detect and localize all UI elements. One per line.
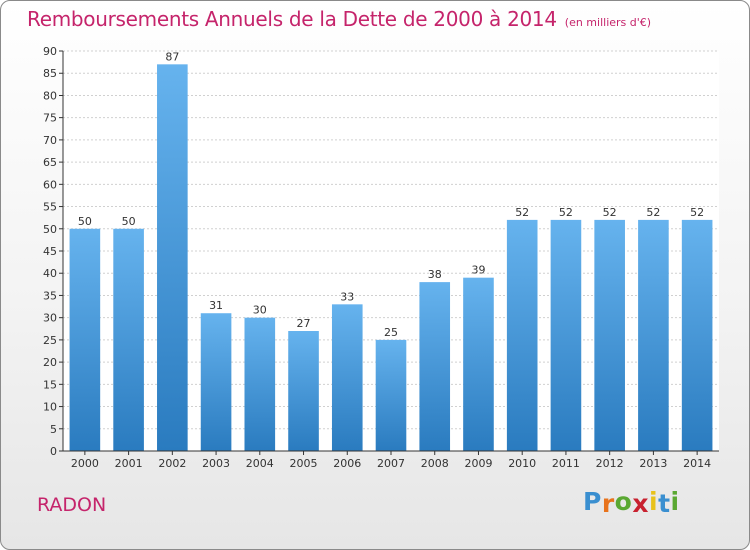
chart-title-text: Remboursements Annuels de la Dette de 20… — [27, 7, 557, 31]
x-tick-label-2010: 2010 — [508, 457, 536, 470]
bar-2001 — [113, 228, 144, 451]
x-tick-label-2013: 2013 — [639, 457, 667, 470]
data-label-2014: 52 — [690, 206, 704, 219]
data-label-2004: 30 — [253, 304, 267, 317]
data-label-2008: 38 — [428, 268, 442, 281]
x-tick-label-2008: 2008 — [421, 457, 449, 470]
x-tick-label-2007: 2007 — [377, 457, 405, 470]
bar-2002 — [157, 64, 188, 452]
data-label-2002: 87 — [165, 50, 179, 63]
x-tick-label-2009: 2009 — [464, 457, 492, 470]
chart-title: Remboursements Annuels de la Dette de 20… — [27, 7, 651, 31]
bar-2014 — [681, 219, 713, 451]
y-tick-label: 20 — [43, 356, 57, 369]
data-label-2007: 25 — [384, 326, 398, 339]
logo-letter: x — [632, 489, 649, 518]
logo-letter: P — [583, 487, 602, 516]
bar-2000 — [69, 228, 101, 451]
x-tick-label-2005: 2005 — [290, 457, 318, 470]
bar-2004 — [244, 317, 276, 451]
y-tick-label: 80 — [43, 89, 57, 102]
data-label-2005: 27 — [297, 317, 311, 330]
y-tick-label: 0 — [50, 445, 57, 458]
chart-subtitle: (en milliers d'€) — [564, 16, 652, 29]
bar-2006 — [331, 304, 363, 451]
data-label-2010: 52 — [515, 206, 529, 219]
y-tick-label: 10 — [43, 401, 57, 414]
bar-2010 — [506, 219, 538, 451]
y-tick-label: 85 — [43, 67, 57, 80]
x-tick-label-2014: 2014 — [683, 457, 711, 470]
data-label-2000: 50 — [78, 215, 92, 228]
logo-letter: o — [614, 487, 633, 516]
x-tick-label-2012: 2012 — [596, 457, 624, 470]
x-tick-label-2006: 2006 — [333, 457, 361, 470]
data-label-2003: 31 — [209, 299, 223, 312]
bar-2005 — [288, 331, 319, 451]
x-tick-label-2003: 2003 — [202, 457, 230, 470]
y-tick-label: 50 — [43, 223, 57, 236]
data-label-2009: 39 — [471, 264, 485, 277]
logo-letter: i — [670, 487, 680, 516]
data-label-2012: 52 — [603, 206, 617, 219]
data-label-2011: 52 — [559, 206, 573, 219]
y-tick-label: 55 — [43, 201, 57, 214]
y-tick-label: 90 — [43, 45, 57, 58]
y-tick-label: 5 — [50, 423, 57, 436]
bar-2012 — [594, 219, 625, 451]
y-tick-label: 40 — [43, 267, 57, 280]
data-label-2013: 52 — [646, 206, 660, 219]
bar-2007 — [375, 339, 407, 451]
logo-letter: r — [601, 489, 615, 518]
y-tick-label: 15 — [43, 378, 57, 391]
proxiti-logo: Proxiti — [583, 487, 680, 518]
bar-2009 — [463, 277, 494, 451]
y-tick-label: 30 — [43, 312, 57, 325]
bar-2008 — [419, 282, 451, 451]
logo-letter: i — [649, 487, 659, 516]
y-tick-label: 60 — [43, 178, 57, 191]
bar-2013 — [638, 219, 669, 451]
commune-name: RADON — [37, 494, 107, 516]
y-tick-label: 45 — [43, 245, 57, 258]
y-tick-label: 35 — [43, 289, 57, 302]
y-tick-label: 25 — [43, 334, 57, 347]
x-tick-label-2000: 2000 — [71, 457, 99, 470]
x-tick-label-2001: 2001 — [115, 457, 143, 470]
y-tick-label: 65 — [43, 156, 57, 169]
x-tick-label-2002: 2002 — [158, 457, 186, 470]
y-tick-label: 70 — [43, 134, 57, 147]
y-tick-label: 75 — [43, 112, 57, 125]
bar-2003 — [200, 313, 232, 451]
logo-letter: t — [658, 489, 671, 518]
data-label-2001: 50 — [122, 215, 136, 228]
x-tick-label-2011: 2011 — [552, 457, 580, 470]
x-tick-label-2004: 2004 — [246, 457, 274, 470]
bar-2011 — [550, 219, 582, 451]
data-label-2006: 33 — [340, 290, 354, 303]
